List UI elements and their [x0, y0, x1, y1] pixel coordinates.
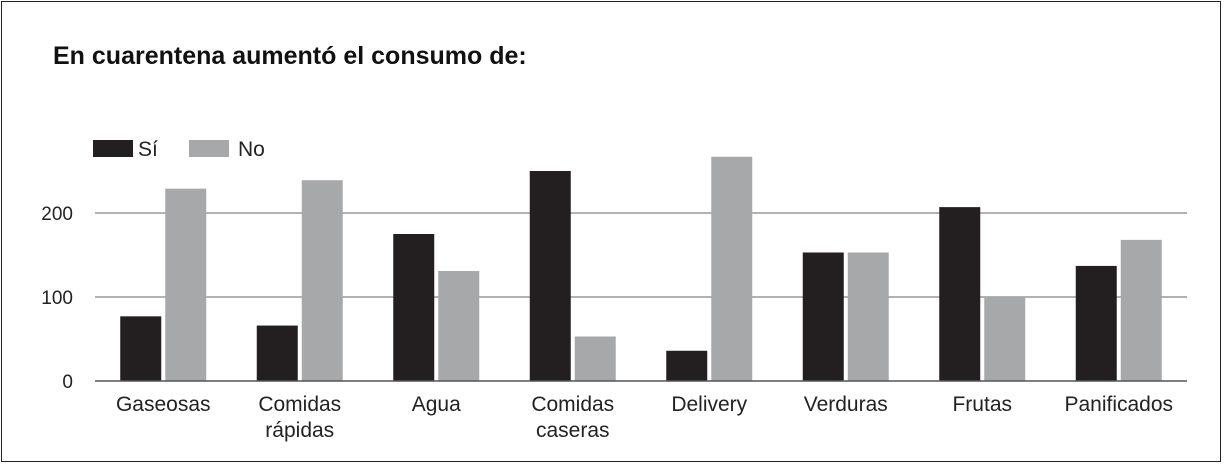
bar-no-agua: [438, 270, 480, 381]
bar-si-delivery: [666, 350, 708, 381]
bar-si-comidas-caseras: [529, 171, 571, 381]
bar-si-frutas: [939, 207, 981, 381]
category-label: Gaseosas: [116, 393, 211, 416]
category-label: Comidas rápidas: [258, 393, 341, 442]
y-tick-label: 200: [41, 204, 73, 225]
legend-swatch-si: [93, 140, 133, 157]
category-label: Agua: [412, 393, 461, 416]
legend-swatch-no: [189, 140, 229, 157]
y-tick-label: 0: [62, 372, 73, 393]
legend-label-si: Sí: [138, 138, 158, 161]
y-tick-label: 100: [41, 288, 73, 309]
bar-si-comidas-rápidas: [256, 325, 298, 381]
bar-no-frutas: [984, 297, 1026, 381]
bar-si-gaseosas: [120, 316, 162, 381]
y-axis-ticks: 0 100 200: [41, 204, 73, 393]
gridlines: [95, 212, 1187, 298]
category-label: Comidas caseras: [531, 393, 614, 442]
bar-no-delivery: [711, 156, 753, 381]
legend: Sí No: [93, 138, 265, 161]
bar-si-agua: [393, 234, 435, 381]
bar-no-comidas-rápidas: [301, 180, 343, 381]
bar-no-panificados: [1120, 239, 1162, 381]
legend-label-no: No: [238, 138, 265, 161]
bar-si-verduras: [802, 252, 844, 381]
bars: [120, 156, 1162, 381]
bar-no-gaseosas: [165, 188, 207, 381]
bar-no-verduras: [847, 252, 889, 381]
category-labels: Gaseosas Comidas rápidas Agua Comidas caseras…: [116, 393, 1173, 442]
bar-si-panificados: [1075, 265, 1117, 381]
category-label: Delivery: [671, 393, 747, 416]
chart-title: En cuarentena aumentó el consumo de:: [53, 42, 527, 70]
category-label: Panificados: [1064, 393, 1173, 416]
category-label: Frutas: [952, 393, 1012, 416]
category-label: Verduras: [804, 393, 888, 416]
bar-no-comidas-caseras: [574, 336, 616, 381]
